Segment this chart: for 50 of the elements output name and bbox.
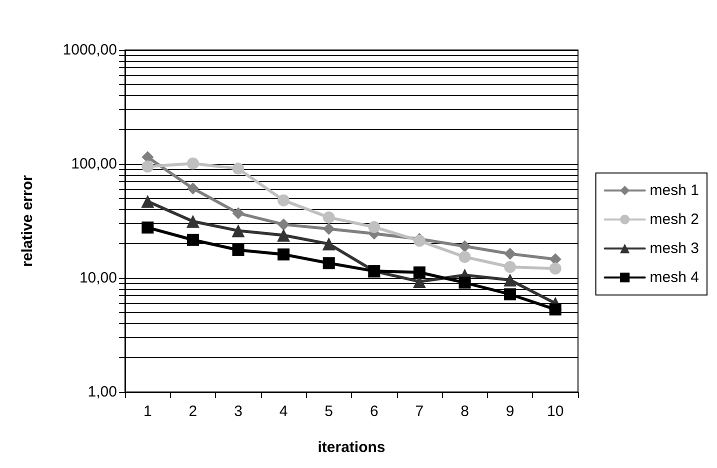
point <box>142 222 154 234</box>
point <box>504 260 516 273</box>
x-tick-label: 8 <box>460 403 469 420</box>
point <box>322 222 335 235</box>
x-tick-label: 7 <box>415 403 424 420</box>
x-axis-title: iterations <box>318 439 386 456</box>
point <box>232 244 244 256</box>
x-tick-label: 9 <box>506 403 514 420</box>
point <box>504 274 517 287</box>
point <box>186 158 199 170</box>
point <box>322 257 335 270</box>
point <box>278 248 290 260</box>
point <box>232 224 245 238</box>
legend-label: mesh 2 <box>650 211 700 228</box>
point <box>549 303 562 316</box>
x-tick-label: 2 <box>188 403 198 420</box>
x-tick-label: 5 <box>324 403 334 420</box>
x-tick-label: 1 <box>143 403 152 420</box>
y-tick-label: 1000,00 <box>62 42 117 58</box>
point <box>186 214 200 228</box>
point <box>277 228 290 242</box>
x-tick-label: 10 <box>547 403 564 420</box>
point <box>186 182 199 194</box>
point <box>278 194 290 206</box>
x-tick-label: 3 <box>234 403 242 420</box>
legend-label: mesh 3 <box>650 240 700 257</box>
legend-label: mesh 1 <box>650 182 700 199</box>
point <box>458 250 471 263</box>
point <box>232 207 244 220</box>
x-tick-label: 6 <box>370 403 378 420</box>
point <box>504 248 516 260</box>
point <box>141 194 154 208</box>
point <box>278 218 290 230</box>
point <box>142 160 154 173</box>
point <box>322 237 336 250</box>
point <box>322 211 335 224</box>
y-axis-title: relative error <box>19 174 36 267</box>
point <box>413 266 426 278</box>
point <box>458 240 471 252</box>
point <box>549 262 562 275</box>
legend-label: mesh 4 <box>650 269 700 286</box>
point <box>458 276 471 289</box>
point <box>232 162 244 175</box>
point <box>186 234 199 246</box>
y-tick-label: 1,00 <box>88 384 117 400</box>
point <box>368 221 380 234</box>
x-tick-label: 4 <box>279 403 288 420</box>
y-tick-label: 100,00 <box>71 156 117 172</box>
point <box>504 288 516 300</box>
y-tick-label: 10,00 <box>79 270 117 286</box>
